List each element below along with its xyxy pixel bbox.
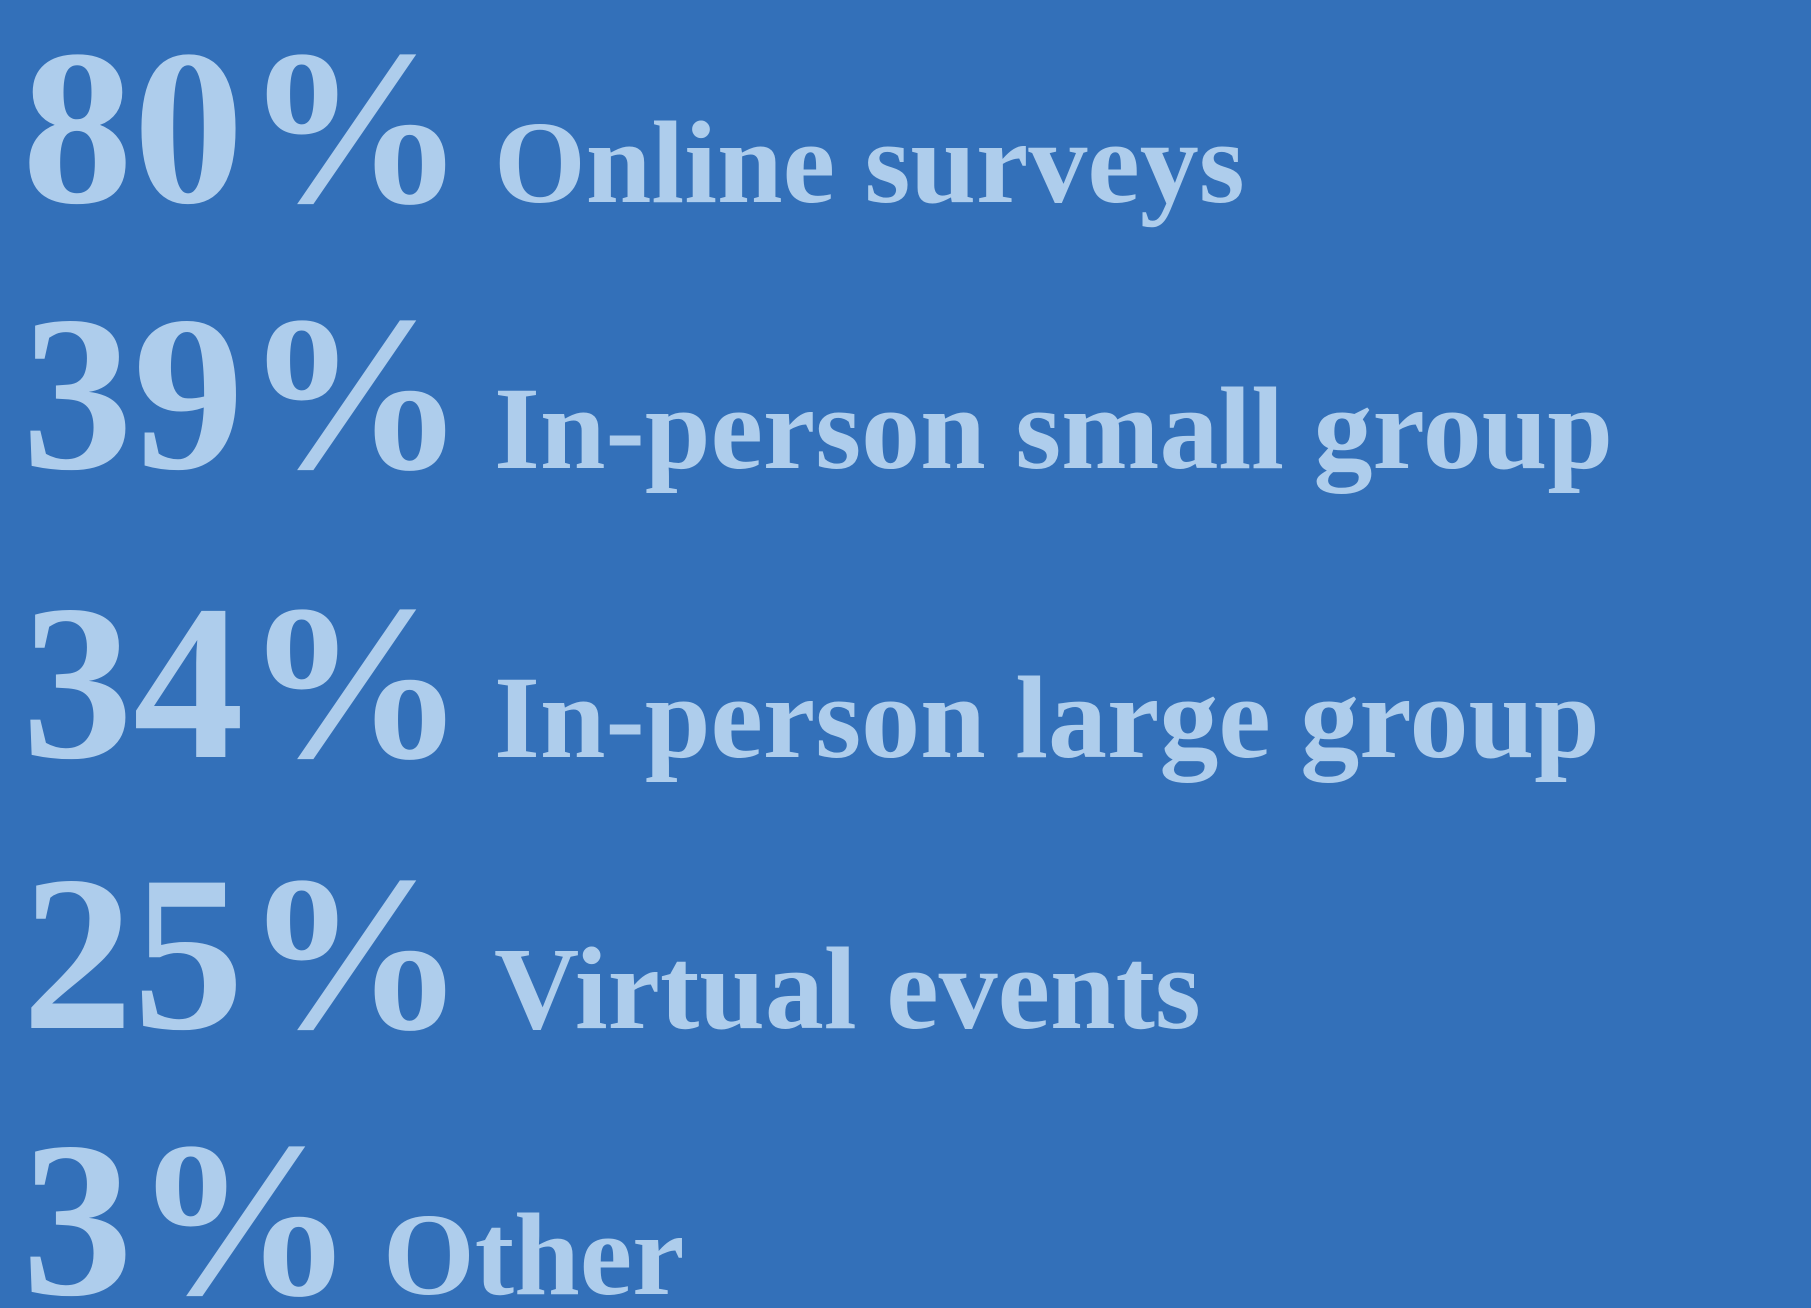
- stat-number: 80%: [22, 5, 466, 251]
- stat-row: 34% In-person large group: [22, 560, 1600, 806]
- stat-row: 80% Online surveys: [22, 5, 1245, 251]
- stat-line: 25% Virtual events: [22, 831, 1201, 1077]
- stat-line: 3% Other: [22, 1097, 684, 1308]
- stat-line: 39% In-person small group: [22, 271, 1613, 517]
- stat-label: Virtual events: [494, 923, 1201, 1054]
- stat-row: 39% In-person small group: [22, 271, 1613, 517]
- stat-number: 34%: [22, 560, 466, 806]
- stat-label: In-person small group: [494, 363, 1613, 494]
- stat-number: 3%: [22, 1097, 355, 1308]
- stat-row: 25% Virtual events: [22, 831, 1201, 1077]
- stat-row: 3% Other: [22, 1097, 684, 1308]
- stat-number: 39%: [22, 271, 466, 517]
- stat-line: 80% Online surveys: [22, 5, 1245, 251]
- stat-number: 25%: [22, 831, 466, 1077]
- stat-label: In-person large group: [494, 652, 1600, 783]
- stat-label: Other: [383, 1189, 684, 1308]
- stat-label: Online surveys: [494, 97, 1245, 228]
- stat-line: 34% In-person large group: [22, 560, 1600, 806]
